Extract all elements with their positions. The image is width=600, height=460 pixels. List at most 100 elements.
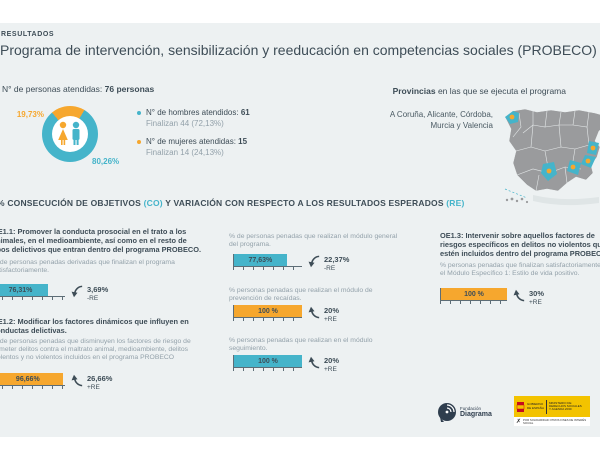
women-bullet-icon [137,140,141,144]
attended-total-value: 76 personas [104,84,155,94]
donut-hole [52,116,88,152]
oe12-variation-value: 26,66% [87,374,113,383]
fundacion-diagrama-logo: Fundación Diagrama [437,401,492,423]
donut-women-percentage: 19,73% [16,110,44,119]
arrow-up-icon [308,356,320,369]
oe11-bar: 76,31% [0,284,48,296]
module-recaidas-variation-value: 20% [324,306,340,315]
module-recaidas-variation: 20% +RE [308,306,339,323]
oe12-variation: 26,66% +RE [71,374,112,391]
module-general-bar-label: 77,63% [248,256,273,264]
module-general-bar: 77,63% [234,254,287,266]
x-solidaria-text: POR SOLIDARIDAD OTROS FINES DE INTERÉS S… [523,417,587,425]
module-general-axis-ticks [233,267,302,270]
oe12-bar: 96,66% [0,373,63,385]
diagrama-swirl-icon [438,403,456,422]
module-seguimiento-variation: 20% +RE [308,356,339,373]
module-seguimiento-bar: 100 % [234,355,302,367]
module-general-subtitle: % de personas penadas que realizan el mó… [229,233,398,248]
spain-map [504,108,600,206]
arrow-down-icon [308,255,320,268]
objective-oe12-heading: OE1.2: Modificar los factores dinámicos … [0,317,189,335]
gobierno-divider [545,399,547,414]
module-general-chart: 77,63% 22,37% -RE [233,254,349,272]
map-canary-islands [505,197,529,204]
oe11-axis-ticks [0,297,65,300]
objective-oe12-chart: 96,66% 26,66% +RE [0,373,112,391]
x-solidaria-icon: ✗ [516,419,522,425]
arrow-down-icon [71,285,83,298]
objective-oe13-heading: OE1.3: Intervenir sobre aquellos factore… [440,231,600,258]
men-detail: Finalizan 44 (72,13%) [146,119,224,128]
donut-men-percentage: 80,26% [92,157,120,166]
oe13-bar-label: 100 % [464,290,484,298]
oe13-bar: 100 % [441,288,507,300]
spain-coat-of-arms-icon [516,401,525,412]
man-woman-icon [58,121,80,145]
oe12-variation-dir: +RE [87,384,100,391]
map-canary-divider [504,188,528,199]
provinces-title: Provincias en las que se ejecuta el prog… [330,86,566,96]
arrow-up-icon [513,289,525,302]
attended-total: N° de personas atendidas: 76 personas [2,84,154,94]
objective-oe11-chart: 76,31% 3,69% -RE [0,284,108,302]
objective-oe11-subtitle: % de personas penadas derivadas que fina… [0,259,175,274]
provinces-list-line1: A Coruña, Alicante, Córdoba, [389,110,493,119]
module-seguimiento-bar-label: 100 % [258,357,278,365]
module-recaidas-subtitle: % personas penadas que realizan el módul… [229,287,373,302]
attended-total-label: N° de personas atendidas: [2,84,105,94]
section-header-co: (CO) [143,198,163,208]
objective-oe13-subtitle: % personas penadas que finalizan satisfa… [440,262,600,277]
diagrama-text-top: Fundación [460,406,482,411]
oe12-axis-ticks [0,386,65,389]
legend-item-women: N° de mujeres atendidas: 15 Finalizan 14… [137,137,250,157]
provinces-list-line2: Murcia y Valencia [430,121,493,130]
module-recaidas-chart: 100 % 20% +RE [233,305,339,323]
gender-donut-chart [42,106,98,162]
gobierno-line1: GOBIERNO [527,402,544,407]
oe13-variation-dir: +RE [529,299,542,306]
module-seguimiento-variation-value: 20% [324,356,340,365]
gobierno-line2: DE ESPAÑA [527,405,544,410]
objective-oe12-subtitle: % de personas penadas que disminuyen los… [0,338,191,361]
women-detail: Finalizan 14 (24,13%) [146,148,224,157]
module-seguimiento-variation-dir: +RE [324,366,337,373]
provinces-title-bold: Provincias [392,86,436,96]
diagrama-text-bottom: Diagrama [460,411,492,418]
men-count: 61 [240,108,250,117]
module-recaidas-bar: 100 % [234,305,302,317]
men-label-text: N° de hombres atendidos: [146,108,241,117]
gobierno-text: GOBIERNO DE ESPAÑA [527,402,544,410]
women-label-text: N° de mujeres atendidas: [146,137,239,146]
arrow-up-icon [308,306,320,319]
oe11-variation-dir: -RE [87,295,99,302]
map-province-dots [509,114,596,174]
oe11-variation: 3,69% -RE [71,285,108,302]
page-title: Programa de intervención, sensibilizació… [0,42,597,58]
module-recaidas-variation-dir: +RE [324,316,337,323]
arrow-up-icon [71,374,83,387]
objective-oe13-chart: 100 % 30% +RE [440,288,544,306]
section-header: % CONSECUCIÓN DE OBJETIVOS (CO) Y VARIAC… [0,198,465,208]
men-label: N° de hombres atendidos: 61 [146,108,250,117]
legend-item-men: N° de hombres atendidos: 61 Finalizan 44… [137,108,250,128]
oe13-axis-ticks [440,301,507,304]
eyebrow-label: RESULTADOS [1,31,55,38]
module-recaidas-axis-ticks [233,318,302,321]
module-seguimiento-subtitle: % personas penadas que realizan en el mó… [229,337,373,352]
provinces-list: A Coruña, Alicante, Córdoba, Murcia y Va… [330,109,493,131]
oe12-bar-label: 96,66% [15,375,40,383]
oe13-variation-value: 30% [529,289,545,298]
section-header-pre: % CONSECUCIÓN DE OBJETIVOS [0,198,144,208]
ministerio-text: MINISTERIO DE DERECHOS SOCIALES Y AGENDA… [548,400,582,412]
module-general-variation: 22,37% -RE [308,255,349,272]
section-header-re: (RE) [446,198,465,208]
module-general-variation-dir: -RE [324,265,336,272]
women-count: 15 [238,137,248,146]
oe13-variation: 30% +RE [513,289,544,306]
module-seguimiento-axis-ticks [233,368,302,371]
oe11-variation-value: 3,69% [87,285,109,294]
women-label: N° de mujeres atendidas: 15 [146,137,247,146]
oe11-bar-label: 76,31% [8,286,33,294]
